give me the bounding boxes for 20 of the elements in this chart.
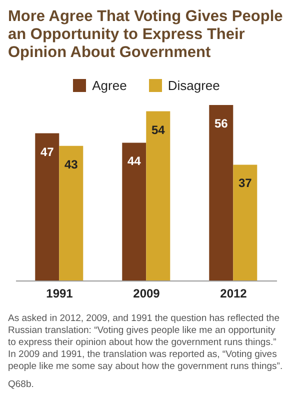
data-label: 54 (151, 122, 166, 137)
chart-title: More Agree That Voting Gives People an Opportunity to Express Their Opinion About Government (8, 8, 284, 62)
bar (59, 146, 84, 281)
bar (35, 133, 60, 281)
text: Q68b. (8, 379, 35, 391)
x-tick-label: 2009 (133, 286, 160, 301)
x-tick-label: 1991 (46, 286, 74, 301)
bar (146, 111, 170, 281)
x-tick-label: 2012 (220, 286, 248, 301)
bar (209, 105, 234, 281)
bar (233, 164, 258, 281)
data-label: 43 (64, 157, 78, 172)
data-label: 44 (127, 154, 142, 168)
bar (122, 142, 146, 281)
legend-label: Disagree (168, 78, 220, 93)
data-label: 56 (214, 116, 228, 131)
data-label: 47 (40, 144, 54, 159)
data-label: 37 (238, 176, 252, 190)
legend-label: Agree (92, 78, 127, 93)
text: As asked in 2012, 2009, and 1991 the question has reflected the Russian translation: “Voting gives people like me an opportunity to express their opinion about how the government runs things.” In 2009 and 1991, the translation was reported as, “Voting gives people like me some say about how the government runs things”. (8, 313, 284, 373)
